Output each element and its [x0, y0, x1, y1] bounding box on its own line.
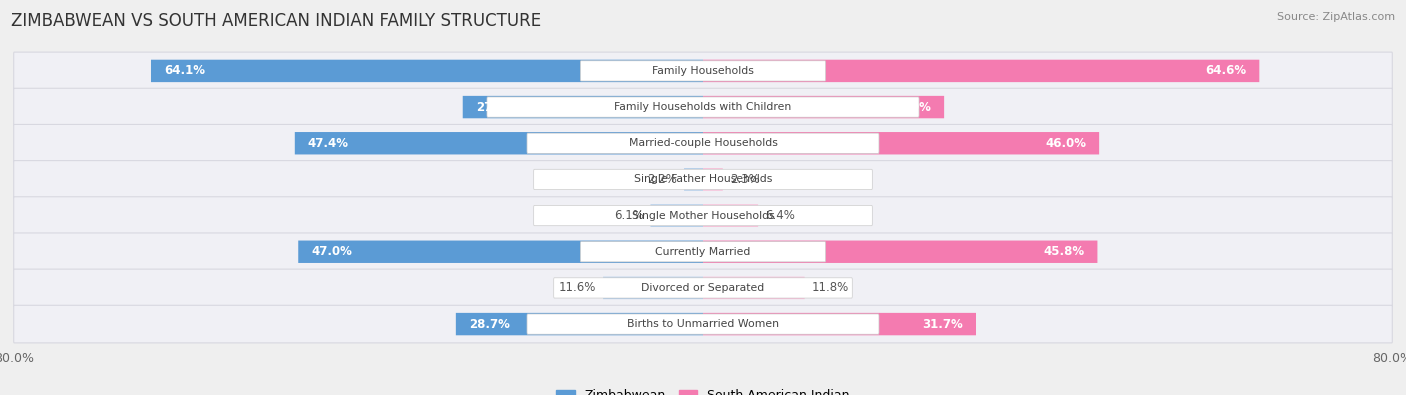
Text: 11.6%: 11.6% — [558, 281, 596, 294]
FancyBboxPatch shape — [14, 197, 1392, 234]
FancyBboxPatch shape — [14, 88, 1392, 126]
FancyBboxPatch shape — [14, 305, 1392, 343]
FancyBboxPatch shape — [703, 204, 758, 227]
FancyBboxPatch shape — [703, 132, 1099, 154]
FancyBboxPatch shape — [603, 277, 703, 299]
Text: Divorced or Separated: Divorced or Separated — [641, 283, 765, 293]
Text: 28.7%: 28.7% — [468, 318, 509, 331]
FancyBboxPatch shape — [685, 168, 703, 191]
Text: 47.4%: 47.4% — [308, 137, 349, 150]
FancyBboxPatch shape — [298, 241, 703, 263]
Text: Currently Married: Currently Married — [655, 247, 751, 257]
FancyBboxPatch shape — [651, 204, 703, 227]
FancyBboxPatch shape — [534, 169, 872, 190]
Text: Single Father Households: Single Father Households — [634, 175, 772, 184]
Legend: Zimbabwean, South American Indian: Zimbabwean, South American Indian — [551, 384, 855, 395]
FancyBboxPatch shape — [14, 161, 1392, 198]
FancyBboxPatch shape — [527, 133, 879, 153]
Text: 6.1%: 6.1% — [613, 209, 644, 222]
Text: 11.8%: 11.8% — [811, 281, 849, 294]
FancyBboxPatch shape — [703, 168, 723, 191]
Text: Married-couple Households: Married-couple Households — [628, 138, 778, 148]
FancyBboxPatch shape — [295, 132, 703, 154]
Text: 6.4%: 6.4% — [765, 209, 794, 222]
Text: 31.7%: 31.7% — [922, 318, 963, 331]
FancyBboxPatch shape — [150, 60, 703, 82]
FancyBboxPatch shape — [14, 269, 1392, 307]
FancyBboxPatch shape — [14, 233, 1392, 271]
Text: Source: ZipAtlas.com: Source: ZipAtlas.com — [1277, 12, 1395, 22]
FancyBboxPatch shape — [703, 96, 945, 118]
Text: 2.3%: 2.3% — [730, 173, 759, 186]
Text: Family Households: Family Households — [652, 66, 754, 76]
Text: Family Households with Children: Family Households with Children — [614, 102, 792, 112]
FancyBboxPatch shape — [554, 278, 852, 298]
Text: 45.8%: 45.8% — [1043, 245, 1084, 258]
Text: 2.2%: 2.2% — [647, 173, 678, 186]
FancyBboxPatch shape — [527, 314, 879, 334]
FancyBboxPatch shape — [703, 60, 1260, 82]
FancyBboxPatch shape — [703, 277, 804, 299]
Text: Single Mother Households: Single Mother Households — [631, 211, 775, 220]
FancyBboxPatch shape — [581, 61, 825, 81]
Text: 64.1%: 64.1% — [165, 64, 205, 77]
Text: 28.0%: 28.0% — [890, 101, 931, 114]
FancyBboxPatch shape — [534, 205, 872, 226]
Text: 64.6%: 64.6% — [1205, 64, 1246, 77]
Text: 47.0%: 47.0% — [311, 245, 352, 258]
FancyBboxPatch shape — [581, 242, 825, 262]
FancyBboxPatch shape — [456, 313, 703, 335]
Text: 46.0%: 46.0% — [1045, 137, 1087, 150]
FancyBboxPatch shape — [463, 96, 703, 118]
Text: ZIMBABWEAN VS SOUTH AMERICAN INDIAN FAMILY STRUCTURE: ZIMBABWEAN VS SOUTH AMERICAN INDIAN FAMI… — [11, 12, 541, 30]
FancyBboxPatch shape — [14, 124, 1392, 162]
Text: 27.9%: 27.9% — [475, 101, 516, 114]
FancyBboxPatch shape — [703, 241, 1098, 263]
FancyBboxPatch shape — [703, 313, 976, 335]
Text: Births to Unmarried Women: Births to Unmarried Women — [627, 319, 779, 329]
FancyBboxPatch shape — [14, 52, 1392, 90]
FancyBboxPatch shape — [486, 97, 920, 117]
